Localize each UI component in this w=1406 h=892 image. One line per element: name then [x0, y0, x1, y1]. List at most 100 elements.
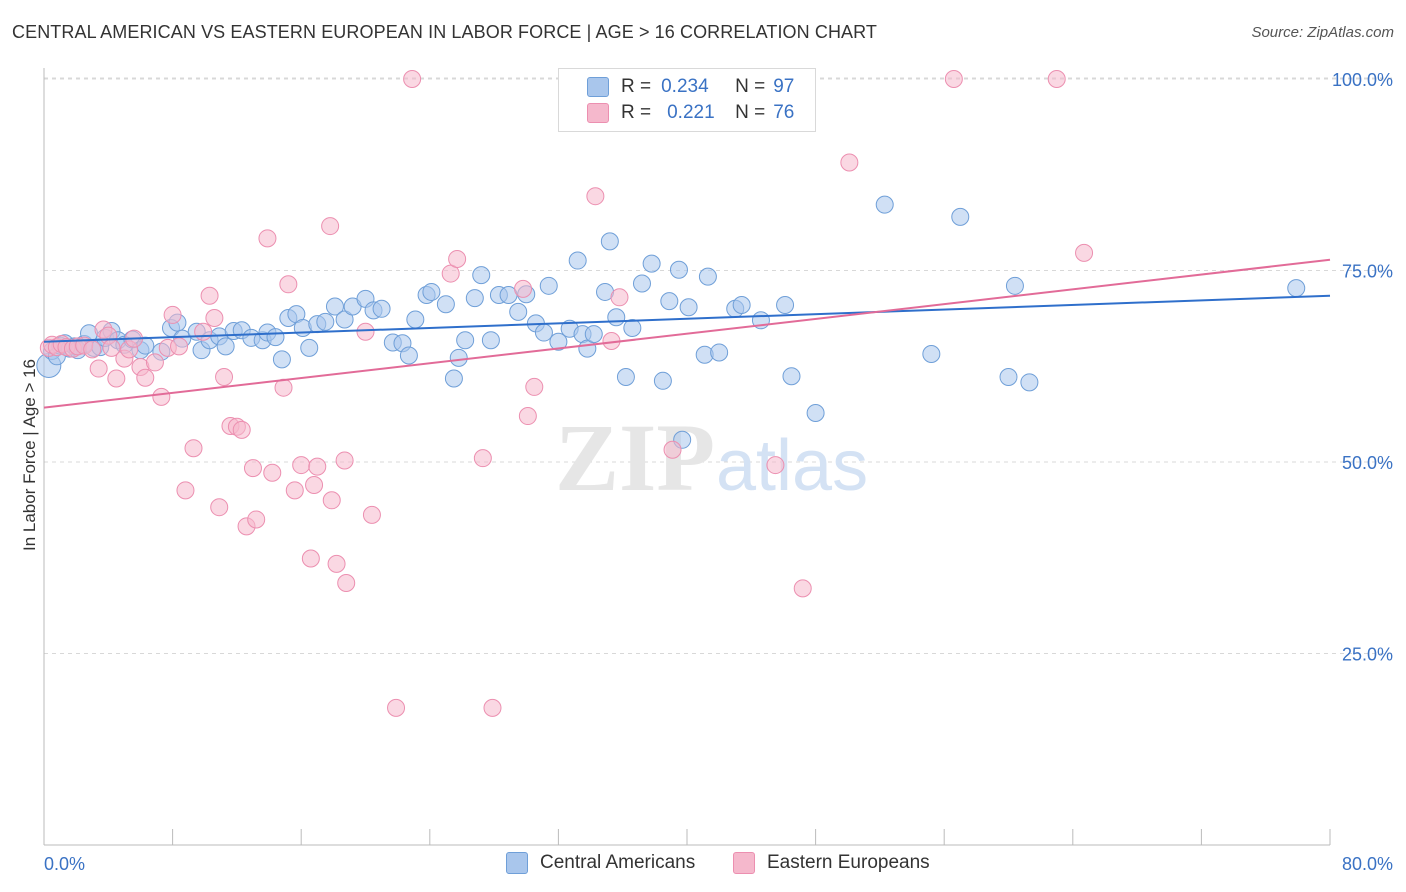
eastern-european-point	[292, 456, 311, 475]
eastern-european-point	[184, 439, 203, 458]
eastern-european-point	[322, 491, 341, 510]
central-american-point	[660, 292, 679, 311]
central-american-point	[534, 323, 553, 342]
eastern-european-point	[258, 229, 277, 248]
eastern-european-point	[840, 153, 859, 172]
bottom-legend-label: Eastern Europeans	[767, 852, 930, 873]
eastern-european-point	[232, 420, 251, 439]
central-american-point	[710, 343, 729, 362]
eastern-european-point	[200, 286, 219, 305]
eastern-european-point	[403, 70, 422, 88]
watermark-atlas: atlas	[716, 426, 868, 506]
source-label: Source: ZipAtlas.com	[1251, 24, 1394, 41]
eastern-european-trend-line	[43, 258, 1331, 409]
legend-r-label: R =	[621, 76, 652, 97]
eastern-european-point	[215, 367, 234, 386]
eastern-european-point	[152, 387, 171, 406]
central-american-point	[539, 276, 558, 295]
central-american-point	[922, 344, 941, 363]
eastern-european-point	[308, 457, 327, 476]
central-american-point	[422, 282, 441, 301]
eastern-european-point	[663, 440, 682, 459]
eastern-european-point	[1075, 243, 1094, 262]
y-tick-label: 50.0%	[1342, 453, 1393, 473]
legend-swatch-blue	[587, 77, 609, 97]
eastern-european-point	[83, 340, 102, 359]
eastern-european-point	[243, 459, 262, 478]
central-american-point	[316, 312, 335, 331]
x-tick-label-min: 0.0%	[44, 854, 85, 874]
legend-r-label: R =	[621, 102, 652, 123]
central-american-point	[642, 254, 661, 273]
eastern-european-point	[263, 463, 282, 482]
eastern-european-point	[356, 322, 375, 341]
eastern-european-point	[194, 322, 213, 341]
central-american-point	[481, 331, 500, 350]
central-american-point	[732, 295, 751, 314]
eastern-european-point	[327, 554, 346, 573]
legend-n-label: N =	[735, 76, 766, 97]
eastern-european-point	[305, 475, 324, 494]
central-american-point	[436, 295, 455, 314]
eastern-european-point	[163, 305, 182, 324]
eastern-european-point	[176, 481, 195, 500]
eastern-european-point	[321, 217, 340, 236]
central-american-point	[782, 367, 801, 386]
central-american-point	[1020, 373, 1039, 392]
legend-swatch-pink	[587, 103, 609, 123]
eastern-european-point	[586, 187, 605, 206]
y-tick-label: 25.0%	[1342, 645, 1393, 665]
bottom-legend-central-americans: Central Americans	[506, 852, 695, 874]
central-american-point	[653, 371, 672, 390]
central-american-trend-line	[43, 294, 1331, 343]
central-american-point	[951, 207, 970, 226]
eastern-european-point	[136, 368, 155, 387]
correlation-legend: R = 0.234 N = 97 R = 0.221 N = 76	[558, 68, 816, 132]
eastern-european-point	[766, 456, 785, 475]
central-american-point	[465, 289, 484, 308]
y-tick-label: 75.0%	[1342, 262, 1393, 282]
eastern-european-point	[473, 449, 492, 468]
legend-n-label: N =	[735, 102, 766, 123]
y-axis-label: In Labor Force | Age > 16	[20, 358, 39, 552]
central-american-point	[698, 267, 717, 286]
central-american-point	[600, 232, 619, 251]
central-american-point	[456, 331, 475, 350]
central-american-point	[999, 367, 1018, 386]
central-american-point	[300, 338, 319, 357]
central-american-point	[449, 348, 468, 367]
eastern-european-point	[335, 451, 354, 470]
eastern-european-point	[944, 70, 963, 88]
legend-r-value: 0.221	[667, 102, 715, 123]
central-american-point	[472, 266, 491, 285]
eastern-european-point	[514, 279, 533, 298]
central-american-point	[584, 325, 603, 344]
eastern-european-point	[145, 353, 164, 372]
eastern-european-point	[301, 549, 320, 568]
central-american-point	[216, 337, 235, 356]
central-american-point	[1005, 276, 1024, 295]
eastern-european-point	[610, 288, 629, 307]
eastern-european-point	[525, 377, 544, 396]
central-american-point	[406, 310, 425, 329]
legend-r-value: 0.234	[661, 76, 709, 97]
eastern-european-point	[205, 308, 224, 327]
eastern-european-point	[337, 574, 356, 593]
eastern-european-point	[107, 369, 126, 388]
central-american-point	[266, 328, 285, 347]
central-american-point	[623, 318, 642, 337]
central-american-point	[549, 332, 568, 351]
central-american-point	[632, 274, 651, 293]
eastern-european-point	[362, 505, 381, 524]
eastern-european-point	[170, 337, 189, 356]
central-american-point	[776, 295, 795, 314]
eastern-european-point	[285, 481, 304, 500]
x-tick-label-max: 80.0%	[1342, 854, 1393, 874]
central-american-point	[875, 195, 894, 214]
eastern-european-point	[1047, 70, 1066, 88]
central-american-point	[335, 310, 354, 329]
central-american-point	[372, 299, 391, 318]
eastern-european-point	[279, 275, 298, 294]
bottom-legend-swatch-pink	[733, 852, 755, 874]
